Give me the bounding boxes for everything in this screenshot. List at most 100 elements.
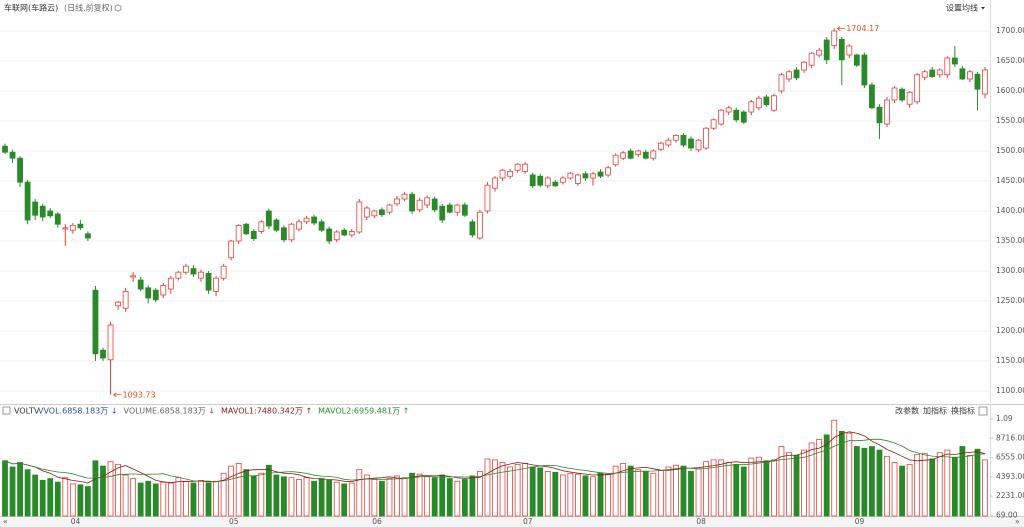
close-button[interactable] <box>978 406 988 416</box>
candle-body <box>54 213 61 225</box>
candle-body <box>582 173 589 179</box>
chart-subtitle: (日线,前复权) <box>64 3 113 13</box>
volume-bar <box>167 482 174 517</box>
volume-bar <box>198 479 204 517</box>
candle-body <box>936 69 943 76</box>
annotation-arrow <box>837 26 846 31</box>
candle-body <box>725 107 732 113</box>
candle-body <box>982 69 988 95</box>
candle-body <box>951 57 958 65</box>
indicator-button[interactable]: 改参数 <box>895 406 919 416</box>
volume-bar <box>808 442 815 517</box>
x-tick-label: 05 <box>229 517 239 526</box>
legend-entry: MAVOL2:6959.481万 ↑ <box>318 407 409 416</box>
candle-body <box>115 301 121 307</box>
volume-bar <box>725 462 732 517</box>
candle-body <box>688 138 694 149</box>
volume-bar <box>929 458 936 517</box>
volume-bar <box>190 482 197 517</box>
volume-bar <box>273 474 280 517</box>
volume-bar <box>673 464 679 517</box>
indicator-button[interactable]: 换指标 <box>951 406 975 416</box>
candle-body <box>853 54 860 66</box>
y2-tick-label: 4393.00 <box>996 472 1024 481</box>
volume-bar <box>145 480 152 517</box>
candle-body <box>612 154 619 166</box>
volume-bar <box>54 481 61 517</box>
candle-body <box>265 210 272 227</box>
volume-bar <box>92 460 99 517</box>
candle-body <box>665 139 672 146</box>
candle-body <box>130 275 137 278</box>
settings-icon[interactable] <box>114 4 122 12</box>
indicator-button[interactable]: 加指标 <box>923 406 947 416</box>
volume-bar <box>258 472 265 517</box>
candle-body <box>537 175 544 186</box>
scroll-left[interactable]: « <box>3 517 8 526</box>
candle-body <box>167 277 174 290</box>
volume-bar <box>733 463 740 517</box>
x-tick-label: 07 <box>523 517 533 526</box>
volume-bar <box>484 458 491 517</box>
volume-bar <box>363 474 370 517</box>
candle-body <box>92 289 99 355</box>
candle-body <box>733 109 740 121</box>
volume-bar <box>213 480 219 517</box>
volume-bar <box>303 477 310 517</box>
candle-body <box>967 71 973 80</box>
volume-bar <box>688 471 694 517</box>
candle-body <box>77 223 84 229</box>
volume-bar <box>130 478 137 517</box>
volume-bar <box>544 471 551 517</box>
y2-tick-label: 6555.00 <box>996 453 1024 462</box>
volume-bar <box>507 466 513 517</box>
candle-body <box>424 197 431 206</box>
volume-bar <box>552 471 559 517</box>
volume-bar <box>122 474 129 517</box>
candle-body <box>228 240 235 259</box>
candle-body <box>597 171 604 177</box>
volume-bar <box>183 480 189 517</box>
candle-body <box>974 73 981 90</box>
y2-tick-label: 69.00 <box>996 510 1018 519</box>
volume-bar <box>77 484 84 517</box>
volume-bar <box>85 486 91 517</box>
volume-bar <box>461 479 468 517</box>
volume-bar <box>642 471 649 517</box>
scroll-right[interactable]: » <box>1015 517 1020 526</box>
annotation: 1704.17 <box>846 24 879 33</box>
candle-body <box>107 324 114 361</box>
volume-bar <box>680 465 687 517</box>
volume-bar <box>959 446 966 517</box>
y-tick-label: 1650.00 <box>996 56 1024 65</box>
candle-body <box>914 74 921 103</box>
candle-body <box>220 265 227 279</box>
volume-bar <box>740 466 747 517</box>
volume-bar <box>333 481 340 517</box>
y-tick-label: 1700.00 <box>996 26 1024 35</box>
candle-body <box>944 57 951 76</box>
volume-bar <box>341 483 348 517</box>
candle-body <box>477 211 483 239</box>
ma-menu[interactable]: 设置均线 <box>946 3 978 13</box>
candle-body <box>590 173 596 179</box>
candle-body <box>145 287 152 299</box>
x-tick-label: 08 <box>696 517 706 526</box>
y-tick-label: 1100.00 <box>996 386 1024 395</box>
volume-bar <box>281 476 287 517</box>
volume-bar <box>801 449 807 517</box>
volume-bar <box>409 472 415 517</box>
candle-body <box>183 265 189 273</box>
volume-bar <box>597 472 604 517</box>
volume-bar <box>582 475 589 517</box>
volume-bar <box>861 447 868 517</box>
candle-body <box>371 210 378 217</box>
y-tick-label: 1550.00 <box>996 116 1024 125</box>
collapse-box[interactable] <box>2 406 11 415</box>
time-axis <box>0 517 1024 527</box>
volume-bar <box>371 479 378 517</box>
volume-bar <box>869 446 875 517</box>
candle-body <box>507 171 513 177</box>
candle-body <box>771 95 777 111</box>
